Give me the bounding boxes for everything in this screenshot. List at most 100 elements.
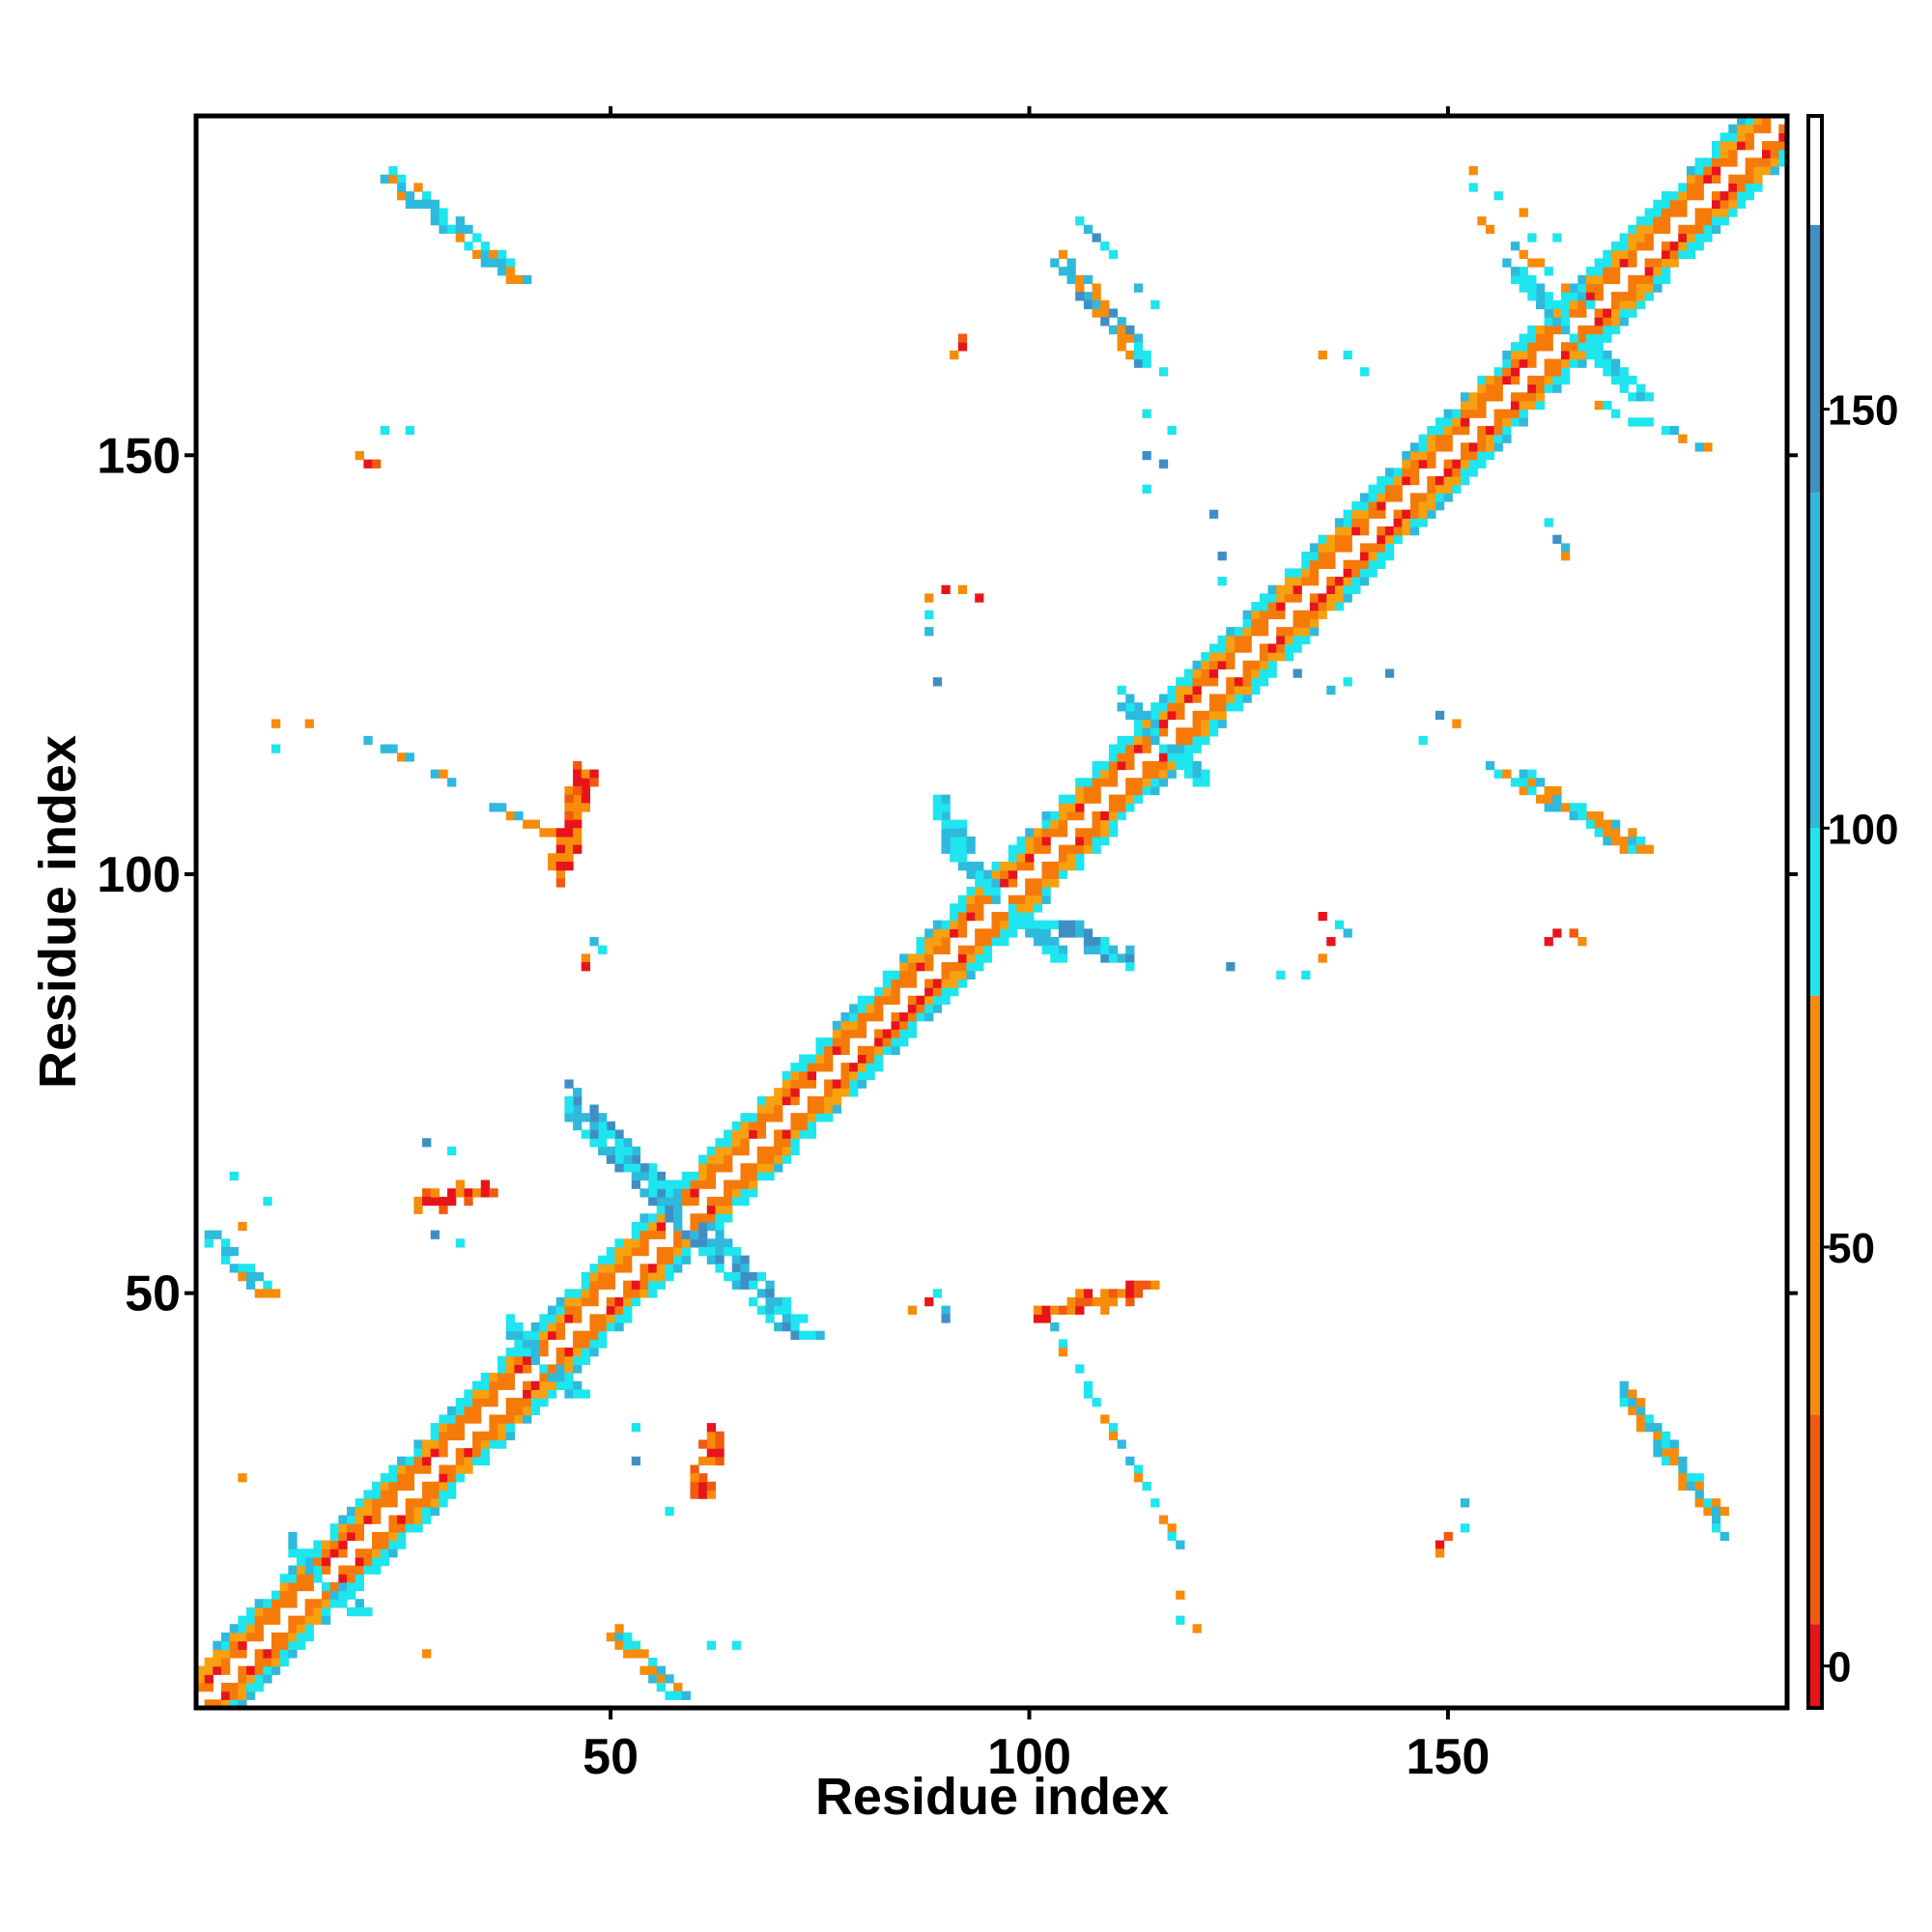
heatmap-cell (1711, 191, 1721, 201)
heatmap-cell (439, 1423, 448, 1433)
heatmap-cell (1585, 292, 1596, 301)
heatmap-cell (1066, 861, 1076, 871)
heatmap-cell (1025, 928, 1035, 938)
heatmap-cell (1745, 124, 1754, 133)
heatmap-cell (564, 1348, 574, 1357)
heatmap-cell (673, 1196, 683, 1207)
heatmap-cell (405, 1515, 414, 1524)
heatmap-cell (439, 1490, 448, 1499)
heatmap-cell (464, 242, 473, 251)
heatmap-cell (1267, 652, 1277, 662)
heatmap-cell (505, 1348, 515, 1357)
heatmap-cell (523, 1406, 532, 1416)
heatmap-cell (598, 1129, 608, 1139)
heatmap-cell (1460, 1498, 1470, 1508)
heatmap-cell (1577, 937, 1587, 947)
heatmap-cell (1075, 803, 1085, 812)
heatmap-cell (1309, 559, 1320, 569)
heatmap-cell (589, 1330, 599, 1340)
heatmap-cell (514, 810, 524, 821)
heatmap-cell (221, 1640, 231, 1650)
heatmap-cell (1544, 384, 1553, 393)
heatmap-cell (1678, 208, 1688, 217)
heatmap-cell (799, 1113, 809, 1122)
heatmap-cell (589, 1138, 599, 1148)
heatmap-cell (832, 1079, 842, 1089)
heatmap-cell (1092, 760, 1101, 771)
heatmap-cell (639, 1271, 649, 1282)
heatmap-cell (1443, 442, 1453, 452)
heatmap-cell (1527, 778, 1537, 787)
heatmap-cell (229, 1624, 239, 1634)
heatmap-cell (555, 828, 566, 838)
heatmap-cell (1694, 157, 1704, 167)
heatmap-cell (1510, 267, 1520, 276)
heatmap-cell (639, 1163, 649, 1173)
heatmap-cell (555, 1322, 566, 1332)
heatmap-cell (313, 1606, 323, 1617)
heatmap-cell (1384, 493, 1395, 502)
heatmap-cell (263, 1606, 272, 1617)
heatmap-cell (639, 1289, 649, 1298)
colorbar (1808, 116, 1822, 1708)
heatmap-cell (397, 174, 407, 184)
heatmap-cell (673, 1264, 683, 1273)
heatmap-cell (589, 1339, 599, 1349)
heatmap-cell (790, 1088, 800, 1097)
heatmap-cell (1359, 552, 1370, 561)
heatmap-cell (857, 1079, 867, 1089)
heatmap-cell (1719, 132, 1729, 142)
heatmap-cell (555, 869, 566, 879)
heatmap-cell (1502, 358, 1512, 368)
heatmap-cell (941, 979, 951, 988)
heatmap-cell (539, 1322, 549, 1332)
heatmap-cell (573, 1121, 582, 1131)
heatmap-cell (397, 191, 407, 201)
heatmap-cell (1678, 183, 1688, 192)
heatmap-cell (1092, 769, 1101, 779)
heatmap-cell (1301, 568, 1311, 578)
heatmap-cell (957, 979, 968, 988)
heatmap-cell (322, 1606, 331, 1617)
heatmap-cell (1301, 577, 1311, 586)
heatmap-cell (648, 1196, 658, 1207)
heatmap-cell (1452, 459, 1462, 469)
heatmap-cell (313, 1615, 323, 1625)
heatmap-cell (941, 810, 951, 821)
heatmap-cell (1552, 367, 1562, 377)
heatmap-cell (665, 1213, 674, 1223)
heatmap-cell (1694, 442, 1704, 452)
heatmap-cell (1151, 710, 1160, 721)
heatmap-cell (690, 1221, 699, 1232)
heatmap-cell (957, 828, 968, 838)
heatmap-cell (1326, 584, 1336, 594)
heatmap-cell (355, 1531, 364, 1542)
heatmap-cell (1133, 719, 1144, 728)
heatmap-cell (756, 1163, 767, 1173)
heatmap-cell (372, 1498, 382, 1508)
heatmap-cell (1117, 333, 1126, 343)
heatmap-cell (1628, 249, 1637, 260)
heatmap-cell (1552, 325, 1562, 335)
heatmap-cell (1452, 425, 1462, 436)
heatmap-cell (489, 249, 498, 260)
heatmap-cell (966, 869, 976, 879)
heatmap-cell (1594, 819, 1604, 829)
heatmap-cell (932, 1004, 943, 1013)
heatmap-cell (907, 1004, 918, 1013)
heatmap-cell (288, 1632, 298, 1642)
heatmap-cell (397, 1515, 407, 1524)
heatmap-cell (271, 1649, 281, 1659)
heatmap-cell (1226, 635, 1236, 645)
heatmap-cell (1176, 753, 1185, 762)
heatmap-cell (1552, 375, 1562, 385)
heatmap-cell (1778, 157, 1788, 167)
heatmap-cell (589, 1280, 599, 1290)
heatmap-cell (656, 1665, 667, 1675)
heatmap-cell (631, 1221, 641, 1232)
heatmap-cell (497, 1431, 507, 1441)
heatmap-cell (322, 1599, 331, 1608)
heatmap-cell (1066, 803, 1076, 812)
heatmap-cell (581, 803, 591, 812)
heatmap-cell (229, 1171, 239, 1181)
